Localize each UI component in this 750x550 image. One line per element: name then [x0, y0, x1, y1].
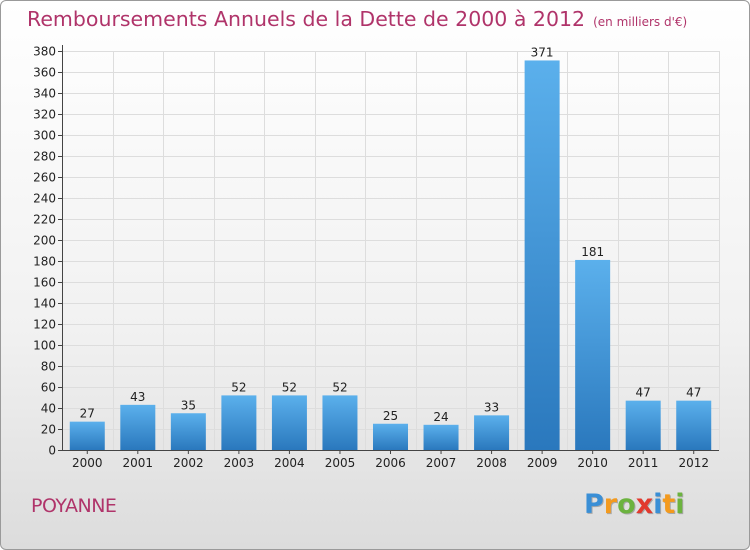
proxiti-logo: Proxiti	[584, 489, 685, 520]
bar-value-label: 24	[433, 410, 448, 424]
chart-unit: (en milliers d'€)	[593, 15, 688, 29]
y-tick-label: 180	[33, 255, 56, 269]
y-tick-label: 380	[33, 45, 56, 59]
bar-2008	[474, 415, 510, 450]
logo-letter: r	[603, 489, 618, 520]
gridlines	[62, 51, 720, 451]
bar-value-label: 33	[484, 400, 499, 414]
y-tick-label: 200	[33, 234, 56, 248]
bar-2006	[373, 423, 408, 450]
x-tick-label: 2006	[375, 456, 406, 470]
logo-letter: P	[584, 489, 604, 520]
logo-letter: i	[653, 489, 663, 520]
y-tick-label: 220	[33, 213, 56, 227]
bar-2012	[676, 400, 712, 450]
bar-value-label: 181	[581, 245, 604, 259]
x-tick-label: 2004	[274, 456, 305, 470]
bar-value-label: 371	[531, 45, 554, 59]
y-tick-label: 120	[33, 318, 56, 332]
x-tick-label: 2009	[527, 456, 558, 470]
y-tick-label: 340	[33, 87, 56, 101]
bar-2009	[524, 60, 560, 450]
bar-2004	[271, 395, 307, 450]
bar-2007	[423, 424, 459, 450]
bars	[69, 60, 712, 450]
bar-value-label: 43	[130, 390, 145, 404]
logo-letter: x	[635, 489, 654, 520]
y-tick-label: 0	[48, 444, 56, 458]
x-tick-label: 2003	[224, 456, 255, 470]
bar-2003	[221, 395, 257, 450]
bar-value-label: 52	[231, 380, 246, 394]
x-tick-label: 2010	[577, 456, 608, 470]
bar-2000	[69, 421, 105, 450]
bar-2010	[575, 259, 611, 450]
x-tick-label: 2005	[325, 456, 356, 470]
bar-value-label: 52	[332, 380, 347, 394]
y-tick-label: 320	[33, 108, 56, 122]
bar-2001	[120, 404, 156, 450]
y-tick-label: 160	[33, 276, 56, 290]
y-tick-label: 240	[33, 192, 56, 206]
bar-value-label: 47	[686, 386, 701, 400]
x-tick-label: 2007	[426, 456, 457, 470]
y-tick-label: 40	[41, 402, 56, 416]
y-tick-label: 20	[41, 423, 56, 437]
bar-value-label: 35	[181, 398, 196, 412]
y-tick-label: 60	[41, 381, 56, 395]
x-tick-label: 2008	[476, 456, 507, 470]
bar-value-label: 52	[282, 380, 297, 394]
commune-name: POYANNE	[31, 495, 117, 517]
y-tick-label: 260	[33, 171, 56, 185]
y-tick-label: 360	[33, 66, 56, 80]
x-tick-label: 2012	[678, 456, 709, 470]
bar-2005	[322, 395, 358, 450]
y-tick-label: 280	[33, 150, 56, 164]
x-tick-label: 2011	[628, 456, 659, 470]
y-tick-label: 100	[33, 339, 56, 353]
bar-2002	[170, 413, 206, 450]
bar-value-label: 27	[80, 407, 95, 421]
chart-title-text: Remboursements Annuels de la Dette de 20…	[27, 7, 586, 31]
logo-letter: o	[617, 489, 636, 520]
axes	[58, 45, 719, 454]
chart-title: Remboursements Annuels de la Dette de 20…	[27, 7, 687, 31]
bar-value-label: 25	[383, 409, 398, 423]
x-tick-label: 2002	[173, 456, 204, 470]
y-tick-label: 140	[33, 297, 56, 311]
x-tick-label: 2000	[72, 456, 103, 470]
y-tick-label: 80	[41, 360, 56, 374]
x-tick-label: 2001	[123, 456, 154, 470]
labels: 0 20 40 60 80 100 120 140 160 180 200 220 240 260 280 3…	[33, 45, 709, 471]
logo-letter: t	[662, 489, 676, 520]
y-tick-label: 300	[33, 129, 56, 143]
logo-letter: i	[675, 489, 685, 520]
bar-value-label: 47	[636, 386, 651, 400]
bar-2011	[625, 400, 661, 450]
